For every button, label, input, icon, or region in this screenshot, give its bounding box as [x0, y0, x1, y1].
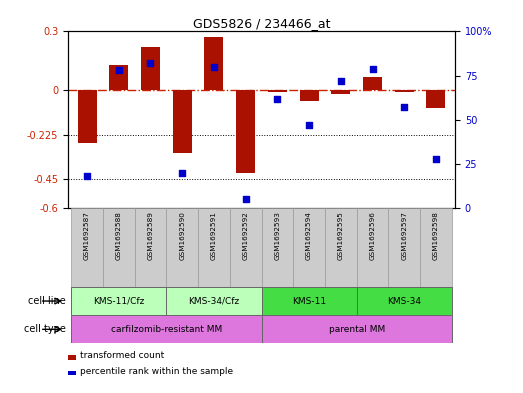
Point: [305, 122, 313, 128]
Text: KMS-11/Cfz: KMS-11/Cfz: [93, 297, 144, 305]
Bar: [357, 287, 452, 315]
Bar: [420, 208, 452, 287]
Bar: [71, 208, 103, 287]
Point: [400, 104, 408, 111]
Text: GSM1692589: GSM1692589: [147, 211, 153, 260]
Text: GSM1692587: GSM1692587: [84, 211, 90, 260]
Bar: [357, 208, 389, 287]
Bar: [262, 315, 452, 343]
Text: GSM1692592: GSM1692592: [243, 211, 248, 260]
Text: transformed count: transformed count: [79, 351, 164, 360]
Text: cell line: cell line: [28, 296, 65, 306]
Bar: [389, 208, 420, 287]
Bar: [236, 90, 255, 173]
Text: KMS-11: KMS-11: [292, 297, 326, 305]
Bar: [141, 47, 160, 90]
Text: KMS-34/Cfz: KMS-34/Cfz: [188, 297, 240, 305]
Bar: [134, 208, 166, 287]
Point: [146, 60, 155, 66]
Title: GDS5826 / 234466_at: GDS5826 / 234466_at: [193, 17, 330, 30]
Bar: [331, 90, 350, 94]
Bar: [166, 287, 262, 315]
Point: [337, 78, 345, 84]
Bar: [204, 37, 223, 90]
Bar: [230, 208, 262, 287]
Point: [242, 196, 250, 203]
Text: percentile rank within the sample: percentile rank within the sample: [79, 367, 233, 376]
Text: GSM1692595: GSM1692595: [338, 211, 344, 260]
Bar: [77, 90, 97, 143]
Point: [178, 170, 186, 176]
Point: [368, 65, 377, 72]
Text: GSM1692596: GSM1692596: [370, 211, 376, 260]
Text: GSM1692593: GSM1692593: [275, 211, 280, 260]
Bar: [262, 287, 357, 315]
Text: GSM1692588: GSM1692588: [116, 211, 122, 260]
Text: parental MM: parental MM: [328, 325, 385, 334]
Bar: [68, 371, 76, 375]
Bar: [426, 90, 446, 108]
Text: KMS-34: KMS-34: [387, 297, 421, 305]
Bar: [268, 90, 287, 92]
Point: [432, 156, 440, 162]
Text: GSM1692598: GSM1692598: [433, 211, 439, 260]
Bar: [325, 208, 357, 287]
Text: GSM1692594: GSM1692594: [306, 211, 312, 260]
Text: cell type: cell type: [24, 324, 65, 334]
Bar: [103, 208, 134, 287]
Bar: [198, 208, 230, 287]
Bar: [293, 208, 325, 287]
Bar: [300, 90, 319, 101]
Bar: [395, 90, 414, 92]
Point: [273, 95, 281, 102]
Text: GSM1692597: GSM1692597: [401, 211, 407, 260]
Bar: [109, 65, 128, 90]
Text: GSM1692591: GSM1692591: [211, 211, 217, 260]
Point: [115, 67, 123, 73]
Bar: [262, 208, 293, 287]
Bar: [363, 77, 382, 90]
Text: carfilzomib-resistant MM: carfilzomib-resistant MM: [111, 325, 222, 334]
Point: [210, 64, 218, 70]
Bar: [68, 355, 76, 360]
Bar: [71, 315, 262, 343]
Text: GSM1692590: GSM1692590: [179, 211, 185, 260]
Bar: [166, 208, 198, 287]
Point: [83, 173, 91, 180]
Bar: [71, 287, 166, 315]
Bar: [173, 90, 192, 153]
